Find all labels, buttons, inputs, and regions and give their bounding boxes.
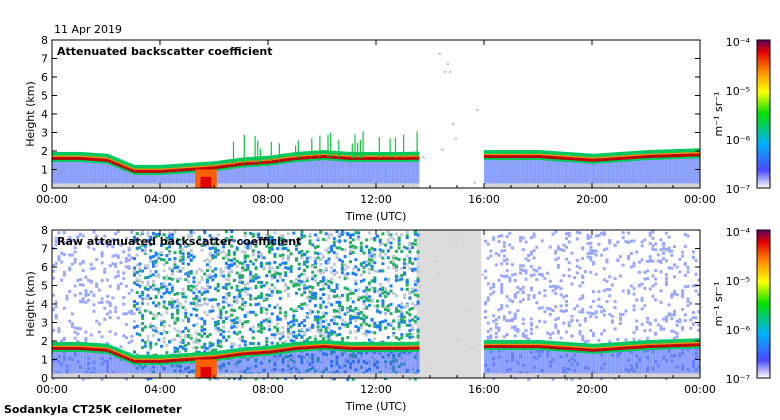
colorbar-tick: 10⁻⁶ [726, 324, 751, 337]
colorbar-tick: 10⁻⁴ [726, 226, 751, 239]
colorbar-unit: m⁻¹ sr⁻¹ [712, 92, 725, 137]
colorbar-tick: 10⁻⁷ [726, 373, 750, 386]
x-axis-label: Time (UTC) [345, 400, 407, 413]
y-tick-label: 1 [41, 164, 48, 177]
x-tick-label: 00:00 [36, 383, 68, 396]
colorbar-bottom: 10⁻⁴ 10⁻⁵ 10⁻⁶ 10⁻⁷ m⁻¹ sr⁻¹ [712, 226, 771, 386]
y-axis-label: Height (km) [24, 81, 37, 147]
no-data-region [416, 40, 482, 188]
x-tick-label: 08:00 [252, 383, 284, 396]
y-tick-label: 4 [41, 298, 48, 311]
y-tick-label: 7 [41, 53, 48, 66]
x-tick-label: 00:00 [684, 383, 716, 396]
y-tick-label: 3 [41, 317, 48, 330]
colorbar-unit: m⁻¹ sr⁻¹ [712, 282, 725, 327]
x-tick-label: 00:00 [684, 193, 716, 206]
y-tick-label: 6 [41, 261, 48, 274]
y-tick-label: 7 [41, 243, 48, 256]
x-tick-label: 00:00 [36, 193, 68, 206]
y-tick-label: 1 [41, 354, 48, 367]
y-tick-label: 5 [41, 280, 48, 293]
y-axis-label: Height (km) [24, 271, 37, 337]
y-tick-label: 0 [41, 372, 48, 385]
y-tick-label: 4 [41, 108, 48, 121]
colorbar-top: 10⁻⁴ 10⁻⁵ 10⁻⁶ 10⁻⁷ m⁻¹ sr⁻¹ [712, 36, 771, 196]
panel-title: Raw attenuated backscatter coefficient [57, 235, 301, 248]
colorbar-tick: 10⁻⁶ [726, 134, 751, 147]
y-tick-label: 2 [41, 335, 48, 348]
y-tick-label: 2 [41, 145, 48, 158]
heatmap-layer [52, 230, 701, 381]
x-tick-label: 20:00 [576, 193, 608, 206]
y-tick-label: 6 [41, 71, 48, 84]
x-axis-label: Time (UTC) [345, 210, 407, 223]
panel-attenuated: Attenuated backscatter coefficient 0 1 2 3 4… [24, 34, 716, 223]
x-tick-label: 12:00 [360, 383, 392, 396]
y-tick-label: 8 [41, 34, 48, 47]
panel-title: Attenuated backscatter coefficient [57, 45, 273, 58]
colorbar-tick: 10⁻⁵ [726, 275, 750, 288]
x-tick-label: 04:00 [144, 383, 176, 396]
x-tick-label: 04:00 [144, 193, 176, 206]
x-tick-label: 16:00 [468, 383, 500, 396]
y-tick-label: 8 [41, 224, 48, 237]
colorbar-tick: 10⁻⁴ [726, 36, 751, 49]
date-label: 11 Apr 2019 [54, 23, 122, 36]
heatmap-layer [52, 40, 701, 188]
y-tick-label: 0 [41, 182, 48, 195]
no-data-region [416, 230, 482, 378]
colorbar-tick: 10⁻⁷ [726, 183, 750, 196]
instrument-label: Sodankyla CT25K ceilometer [4, 403, 182, 416]
x-tick-label: 20:00 [576, 383, 608, 396]
panel-raw: Raw attenuated backscatter coefficient 0… [24, 224, 716, 413]
x-tick-label: 08:00 [252, 193, 284, 206]
y-tick-label: 3 [41, 127, 48, 140]
colorbar-tick: 10⁻⁵ [726, 85, 750, 98]
x-tick-label: 16:00 [468, 193, 500, 206]
y-tick-label: 5 [41, 90, 48, 103]
x-tick-label: 12:00 [360, 193, 392, 206]
